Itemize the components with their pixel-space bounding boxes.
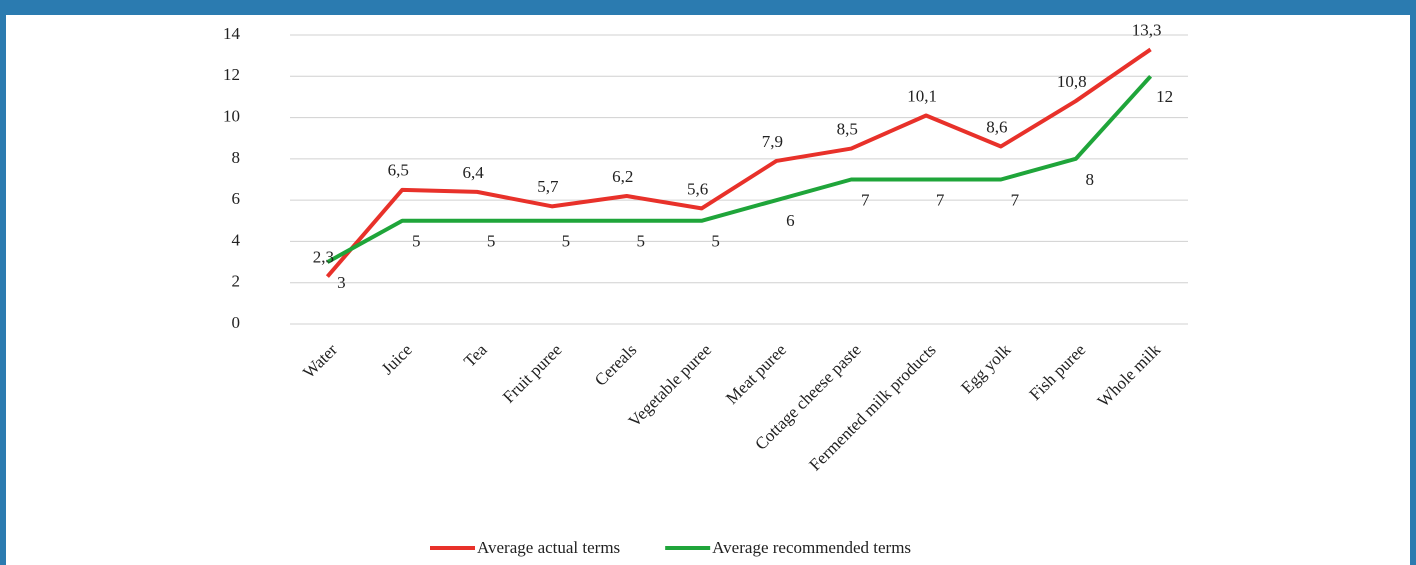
y-tick-label: 10 — [223, 106, 240, 125]
data-label: 5 — [412, 232, 421, 251]
data-label: 6,5 — [388, 161, 409, 180]
data-label: 13,3 — [1132, 20, 1162, 39]
data-label: 3 — [337, 273, 346, 292]
data-label: 5,7 — [537, 177, 559, 196]
data-label: 6 — [786, 211, 795, 230]
right-border — [1410, 0, 1416, 565]
data-label: 2,3 — [313, 247, 334, 266]
data-label: 8 — [1086, 170, 1095, 189]
data-label: 7 — [936, 190, 945, 209]
legend-label: Average actual terms — [477, 538, 620, 557]
data-label: 5 — [562, 232, 571, 251]
data-label: 8,6 — [986, 117, 1007, 136]
left-border — [0, 0, 6, 565]
plot — [325, 47, 1153, 278]
data-label: 6,4 — [462, 163, 484, 182]
y-tick-label: 12 — [223, 65, 240, 84]
data-label: 10,8 — [1057, 72, 1087, 91]
y-tick-label: 6 — [232, 189, 241, 208]
data-label: 7,9 — [762, 132, 783, 151]
series-line — [326, 74, 1153, 264]
y-tick-label: 0 — [232, 313, 241, 332]
data-label: 7 — [1011, 190, 1020, 209]
data-label: 5 — [487, 232, 496, 251]
header-bar — [0, 0, 1416, 15]
data-label: 7 — [861, 190, 870, 209]
data-label: 5,6 — [687, 179, 708, 198]
series-line — [325, 47, 1152, 278]
data-label: 5 — [637, 232, 646, 251]
y-tick-label: 2 — [232, 272, 241, 291]
data-label: 5 — [711, 232, 720, 251]
data-label: 8,5 — [837, 119, 858, 138]
data-label: 10,1 — [907, 86, 937, 105]
grid — [290, 34, 1188, 325]
y-tick-label: 14 — [223, 24, 241, 43]
y-tick-label: 8 — [232, 148, 241, 167]
legend-label: Average recommended terms — [712, 538, 911, 557]
data-label: 6,2 — [612, 167, 633, 186]
y-tick-label: 4 — [232, 230, 241, 249]
data-label: 12 — [1156, 87, 1173, 106]
